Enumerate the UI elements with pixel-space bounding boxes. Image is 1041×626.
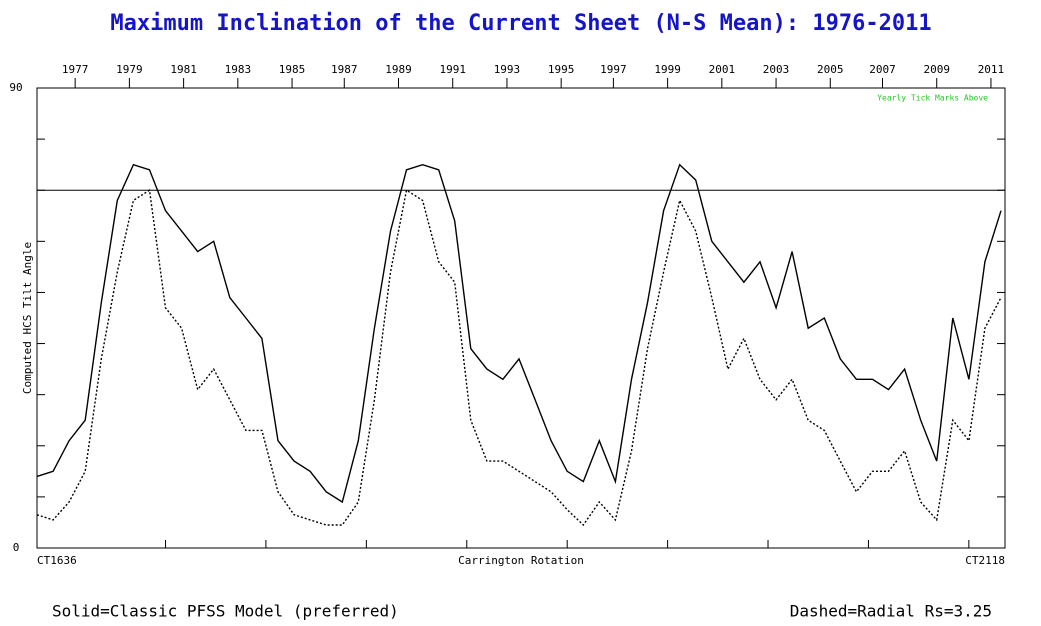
annotation: Yearly Tick Marks Above [877,94,988,103]
top-tick-label: 2001 [709,63,736,76]
top-tick-label: 2003 [763,63,790,76]
footer-left: Solid=Classic PFSS Model (preferred) [52,602,399,621]
top-tick-label: 2011 [978,63,1005,76]
top-tick-label: 1977 [62,63,89,76]
top-tick-label: 1987 [331,63,358,76]
top-tick-label: 1983 [225,63,252,76]
x-tick-label: CT2118 [965,554,1005,567]
plot-frame [36,87,1006,549]
top-tick-label: 1979 [116,63,143,76]
top-tick-label: 1993 [494,63,521,76]
top-tick-label: 2007 [869,63,896,76]
top-tick-label: 2005 [817,63,844,76]
top-tick-label: 2009 [923,63,950,76]
series-line [36,189,1002,527]
x-axis-label: Carrington Rotation [458,554,584,567]
footer-right: Dashed=Radial Rs=3.25 [790,602,992,621]
series-line [36,163,1002,504]
top-tick-label: 1989 [385,63,412,76]
y-tick-label: 0 [13,541,20,554]
x-tick-label: CT1636 [37,554,77,567]
y-tick-label: 90 [9,81,22,94]
top-tick-label: 1995 [548,63,575,76]
top-tick-label: 1999 [654,63,681,76]
top-tick-label: 1985 [279,63,306,76]
chart-title: Maximum Inclination of the Current Sheet… [110,11,931,36]
y-axis-label: Computed HCS Tilt Angle [21,242,34,394]
top-tick-label: 1991 [439,63,466,76]
top-tick-label: 1981 [170,63,197,76]
top-tick-label: 1997 [600,63,627,76]
